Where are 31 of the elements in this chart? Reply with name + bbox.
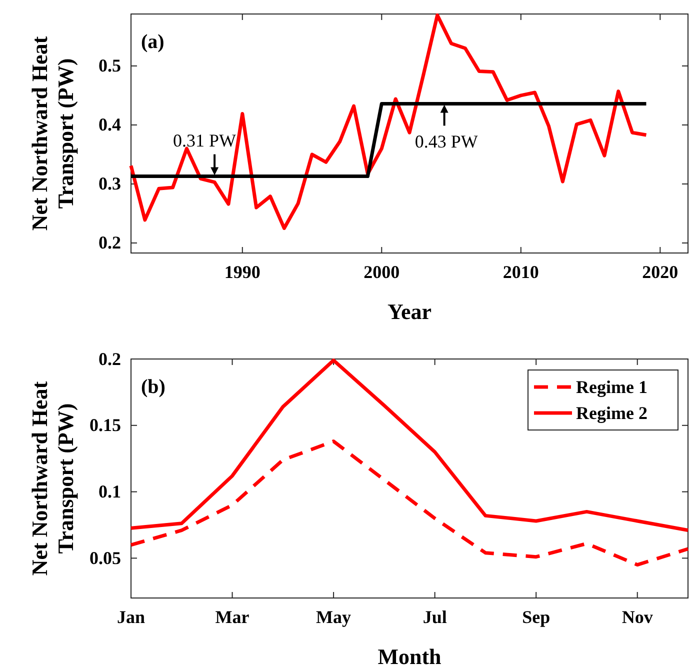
y-axis-title: Net Northward Heat Transport (PW) bbox=[27, 36, 78, 231]
legend-label: Regime 1 bbox=[576, 377, 648, 397]
annotation: (b) bbox=[141, 376, 166, 398]
x-tick-label: 2020 bbox=[642, 262, 678, 282]
line-series bbox=[129, 358, 690, 532]
y-tick-label: 0.4 bbox=[98, 114, 121, 135]
legend-label: Regime 2 bbox=[576, 403, 648, 423]
y-tick-label: 0.1 bbox=[98, 482, 121, 502]
y-tick-label: 0.5 bbox=[98, 56, 121, 76]
line-series bbox=[129, 13, 648, 230]
x-tick-label: Nov bbox=[622, 606, 653, 627]
x-tick-label: 2000 bbox=[364, 262, 400, 282]
y-tick-label: 0.3 bbox=[98, 174, 121, 194]
line-series bbox=[129, 440, 690, 567]
annotation: 0.31 PW bbox=[173, 130, 236, 150]
y-tick-label: 0.2 bbox=[98, 232, 121, 253]
y-axis-title: Net Northward Heat Transport (PW) bbox=[27, 380, 78, 576]
annotation: (a) bbox=[141, 31, 164, 53]
x-tick-label: Sep bbox=[522, 606, 550, 627]
x-tick-label: 2010 bbox=[502, 262, 539, 282]
y-tick-label: 0.2 bbox=[98, 348, 121, 369]
x-tick-label: May bbox=[316, 606, 352, 627]
y-tick-label: 0.05 bbox=[90, 548, 121, 568]
y-tick-label: 0.15 bbox=[90, 415, 121, 436]
x-tick-label: Jul bbox=[422, 606, 447, 627]
x-axis-title: Year bbox=[388, 299, 432, 324]
x-tick-label: Jan bbox=[116, 606, 146, 627]
annotation: 0.43 PW bbox=[414, 132, 478, 152]
x-tick-label: 1990 bbox=[224, 262, 260, 282]
x-tick-label: Mar bbox=[215, 606, 250, 627]
x-axis-title: Month bbox=[378, 644, 442, 669]
